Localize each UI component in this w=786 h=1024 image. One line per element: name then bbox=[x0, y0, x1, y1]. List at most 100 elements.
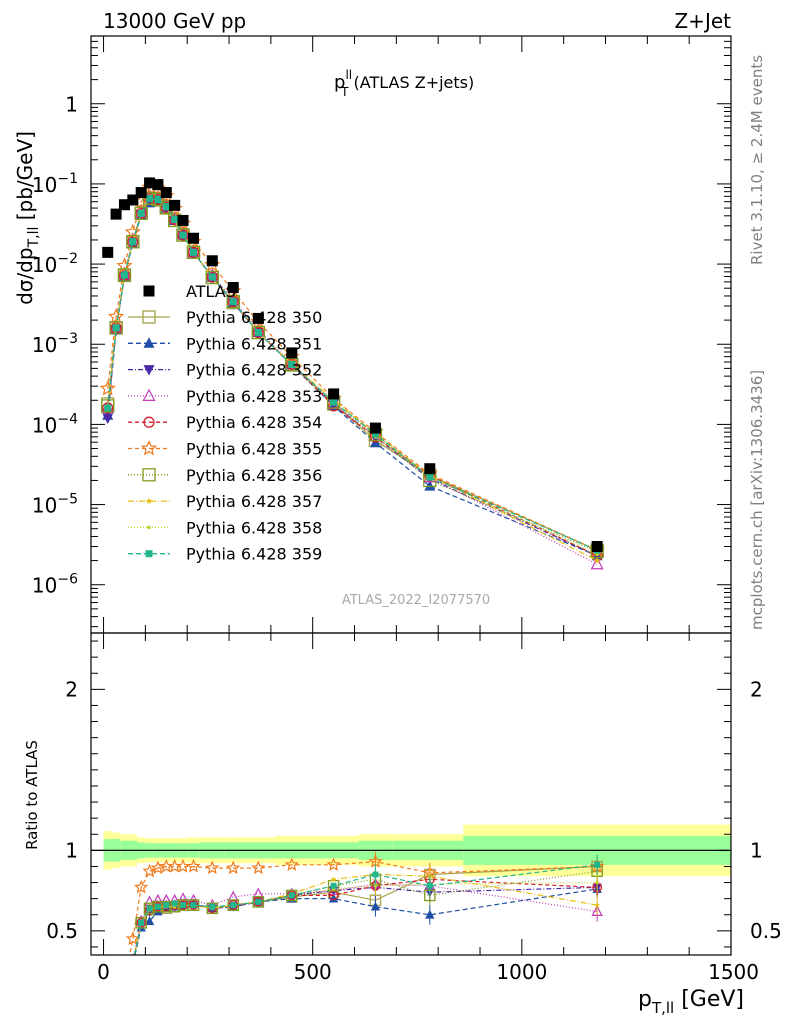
ratio-series-point-6 bbox=[111, 1000, 121, 1010]
ratio-series-point-9 bbox=[288, 892, 295, 899]
ratio-series-point-8 bbox=[106, 1008, 110, 1012]
main-title-p: p bbox=[334, 72, 345, 93]
ratio-xlabel-main: p bbox=[638, 987, 652, 1012]
main-series-line-1 bbox=[107, 200, 598, 557]
legend-label-0: Pythia 6.428 350 bbox=[186, 308, 322, 327]
main-data-point bbox=[591, 540, 603, 552]
main-ytick-base: 10 bbox=[32, 333, 57, 357]
ratio-series-point-9 bbox=[146, 905, 153, 912]
main-series-line-3 bbox=[107, 195, 598, 565]
ratio-series-point-6 bbox=[135, 917, 147, 929]
ratio-ytick-label-right: 2 bbox=[750, 677, 763, 701]
legend-label-9: Pythia 6.428 359 bbox=[186, 545, 322, 564]
ratio-series-point-6 bbox=[143, 902, 156, 915]
legend: ATLAS Pythia 6.428 350 Pythia 6.428 351 Pyt… bbox=[128, 282, 322, 564]
main-data-point bbox=[328, 388, 340, 400]
main-ytick-exp: −3 bbox=[57, 331, 78, 347]
ratio-series-point-9 bbox=[113, 1002, 119, 1008]
main-title-sup: ll bbox=[345, 68, 352, 82]
analysis-watermark: ATLAS_2022_I2077570 bbox=[342, 593, 490, 608]
ratio-series-point-5 bbox=[326, 857, 341, 872]
ratio-series-point-5 bbox=[205, 860, 220, 875]
ratio-series-point-0 bbox=[111, 1000, 121, 1010]
legend-marker-9 bbox=[145, 550, 153, 558]
ratio-series-point-9 bbox=[138, 919, 145, 926]
main-data-point bbox=[102, 246, 114, 258]
legend-label-7: Pythia 6.428 357 bbox=[186, 492, 322, 511]
ratio-series-point-1 bbox=[128, 960, 137, 969]
ratio-series-point-7 bbox=[113, 1002, 119, 1007]
ratio-series-point-3 bbox=[103, 1004, 112, 1013]
ratio-series-point-2 bbox=[103, 1006, 112, 1015]
main-series-point-6 bbox=[117, 268, 132, 282]
main-data-point bbox=[110, 208, 122, 220]
main-ytick-base: 10 bbox=[32, 173, 57, 197]
legend-label-4: Pythia 6.428 354 bbox=[186, 413, 322, 432]
main-series-point-9 bbox=[162, 203, 170, 211]
ratio-series-point-9 bbox=[163, 902, 170, 909]
main-series-point-9 bbox=[120, 271, 128, 279]
main-ytick-base: 10 bbox=[32, 413, 57, 437]
main-series-point-3 bbox=[590, 556, 604, 570]
main-series-point-6 bbox=[101, 399, 115, 413]
ratio-series-point-9 bbox=[154, 903, 161, 910]
ratio-series-point-6 bbox=[252, 896, 265, 908]
legend-label-1: Pythia 6.428 351 bbox=[186, 334, 322, 353]
ratio-series-point-2 bbox=[128, 959, 137, 968]
ratio-ytick-label: 1 bbox=[65, 838, 78, 862]
main-data-point bbox=[227, 282, 239, 294]
ratio-series-point-9 bbox=[180, 902, 187, 909]
legend-label-2: Pythia 6.428 352 bbox=[186, 361, 322, 380]
main-data-point bbox=[118, 199, 130, 211]
ratio-panel: 0 500 1000 1500 0.5 0.5 1 1 2 2 Ratio to ATLAS pT… bbox=[23, 632, 782, 1017]
ratio-series-point-9 bbox=[190, 902, 197, 909]
main-series-line-0 bbox=[107, 198, 598, 551]
ratio-series-point-5 bbox=[142, 863, 157, 878]
ratio-series-point-9 bbox=[209, 903, 216, 910]
ratio-series-point-3 bbox=[120, 985, 129, 994]
ratio-series-point-7 bbox=[594, 902, 600, 908]
main-series-line-8 bbox=[107, 198, 598, 555]
ratio-series-point-5 bbox=[368, 854, 383, 868]
main-title-sub: T bbox=[340, 85, 349, 99]
ratio-xtick-label: 500 bbox=[294, 960, 332, 984]
ratio-series-point-4 bbox=[136, 917, 147, 928]
main-title: pll T (ATLAS Z+jets) bbox=[334, 68, 474, 99]
legend-label-3: Pythia 6.428 353 bbox=[186, 387, 322, 406]
ratio-series-point-6 bbox=[119, 985, 129, 995]
ratio-series-point-9 bbox=[130, 960, 136, 966]
ratio-series-point-9 bbox=[171, 900, 178, 907]
main-ytick-label: 1 bbox=[65, 93, 78, 117]
legend-label-data: ATLAS bbox=[186, 282, 236, 301]
ratio-series-point-4 bbox=[112, 1001, 121, 1010]
main-series-point-9 bbox=[171, 215, 179, 223]
ratio-series-point-9 bbox=[594, 861, 601, 868]
main-ytick-base: 1 bbox=[65, 93, 78, 117]
ratio-plot-area bbox=[91, 824, 731, 1015]
mcplots-label: mcplots.cern.ch [arXiv:1306.3436] bbox=[748, 370, 766, 630]
ratio-ytick-label: 2 bbox=[65, 677, 78, 701]
legend-label-6: Pythia 6.428 356 bbox=[186, 466, 322, 485]
main-data-point bbox=[206, 255, 218, 267]
ratio-series-point-5 bbox=[110, 997, 121, 1008]
main-series-point-9 bbox=[189, 248, 197, 256]
legend-marker-data bbox=[143, 285, 155, 297]
ratio-axes: 0 500 1000 1500 0.5 0.5 1 1 2 2 bbox=[46, 633, 782, 984]
main-ytick-exp: −5 bbox=[57, 492, 78, 508]
main-panel: 10−610−510−410−310−210−11 pll T (ATLAS Z+… bbox=[13, 35, 732, 634]
main-data-point bbox=[135, 187, 147, 199]
main-series-point-6 bbox=[186, 245, 201, 260]
main-series-point-9 bbox=[426, 473, 434, 481]
main-series-point-6 bbox=[134, 206, 148, 220]
main-data-point bbox=[177, 214, 189, 226]
main-series-point-9 bbox=[137, 209, 145, 217]
ratio-series-point-7 bbox=[130, 960, 136, 965]
main-ytick-exp: −2 bbox=[57, 251, 78, 267]
legend-marker-5 bbox=[140, 439, 158, 456]
ratio-xtick-label: 1000 bbox=[496, 960, 547, 984]
main-ytick-label: 10−4 bbox=[32, 411, 78, 437]
ratio-series-point-3 bbox=[132, 953, 134, 955]
ratio-xtick-label: 0 bbox=[97, 960, 110, 984]
ratio-series-point-9 bbox=[121, 987, 127, 993]
legend-marker-3 bbox=[142, 388, 156, 401]
